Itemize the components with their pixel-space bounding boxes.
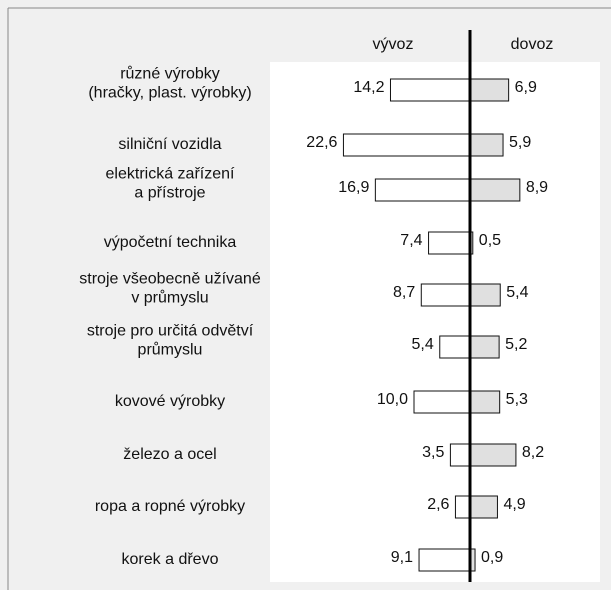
category-line: korek a dřevo [122, 551, 219, 568]
value-label: 7,4 [400, 232, 422, 249]
bar [469, 78, 510, 102]
category-line: (hračky, plast. výrobky) [88, 85, 251, 102]
legend-label: dovoz [511, 36, 554, 53]
category-line: a přístroje [134, 185, 205, 202]
value-label: 5,9 [509, 134, 531, 151]
category-label: elektrická zařízení a přístroje [106, 166, 235, 202]
category-label: železo a ocel [123, 446, 216, 463]
bar [454, 495, 471, 519]
bar [449, 443, 471, 467]
legend-label: vývoz [373, 36, 414, 53]
bar [342, 133, 471, 157]
bar [413, 390, 471, 414]
value-label: 0,9 [481, 549, 503, 566]
value-label: 22,6 [306, 134, 337, 151]
value-label: 5,3 [506, 391, 528, 408]
bar [469, 178, 521, 202]
category-line: průmyslu [138, 341, 203, 359]
value-label: 5,2 [505, 336, 527, 353]
category-label: ropa a ropné výrobky [95, 498, 245, 515]
bar [469, 443, 517, 467]
value-label: 5,4 [412, 336, 434, 353]
bar [469, 133, 504, 157]
category-line: v průmyslu [131, 289, 208, 307]
bar [469, 495, 498, 519]
category-line: stroje pro určitá odvětví [87, 323, 254, 340]
category-label: silniční vozidla [118, 136, 221, 153]
bar [439, 335, 471, 359]
bar [469, 390, 501, 414]
value-label: 8,9 [526, 179, 548, 196]
value-label: 5,4 [506, 284, 528, 301]
category-line: výpočetní technika [104, 234, 237, 251]
category-line: silniční vozidla [118, 136, 221, 153]
value-label: 8,7 [393, 284, 415, 301]
category-label: stroje všeobecně užívané v průmyslu [79, 271, 261, 307]
value-label: 8,2 [522, 444, 544, 461]
category-line: stroje všeobecně užívané [79, 271, 261, 288]
value-label: 3,5 [422, 444, 444, 461]
bar [389, 78, 471, 102]
category-line: ropa a ropné výrobky [95, 498, 245, 515]
value-label: 9,1 [391, 549, 413, 566]
bar [374, 178, 471, 202]
category-label: korek a dřevo [122, 551, 219, 568]
value-label: 0,5 [479, 232, 501, 249]
bar [418, 548, 471, 572]
category-line: různé výrobky [120, 65, 220, 83]
bar [469, 283, 501, 307]
category-line: železo a ocel [123, 446, 216, 463]
category-label: výpočetní technika [104, 234, 237, 251]
bar [428, 231, 471, 255]
category-line: kovové výrobky [115, 393, 225, 410]
value-label: 4,9 [503, 496, 525, 513]
category-label: různé výrobky (hračky, plast. výrobky) [88, 65, 251, 102]
value-label: 6,9 [515, 79, 537, 96]
category-label: kovové výrobky [115, 393, 225, 410]
value-label: 10,0 [377, 391, 408, 408]
value-label: 14,2 [353, 79, 384, 96]
value-label: 16,9 [338, 179, 369, 196]
category-line: elektrická zařízení [106, 166, 235, 183]
bar [420, 283, 471, 307]
bar [469, 335, 500, 359]
category-label: stroje pro určitá odvětví průmyslu [87, 323, 254, 359]
value-label: 2,6 [427, 496, 449, 513]
